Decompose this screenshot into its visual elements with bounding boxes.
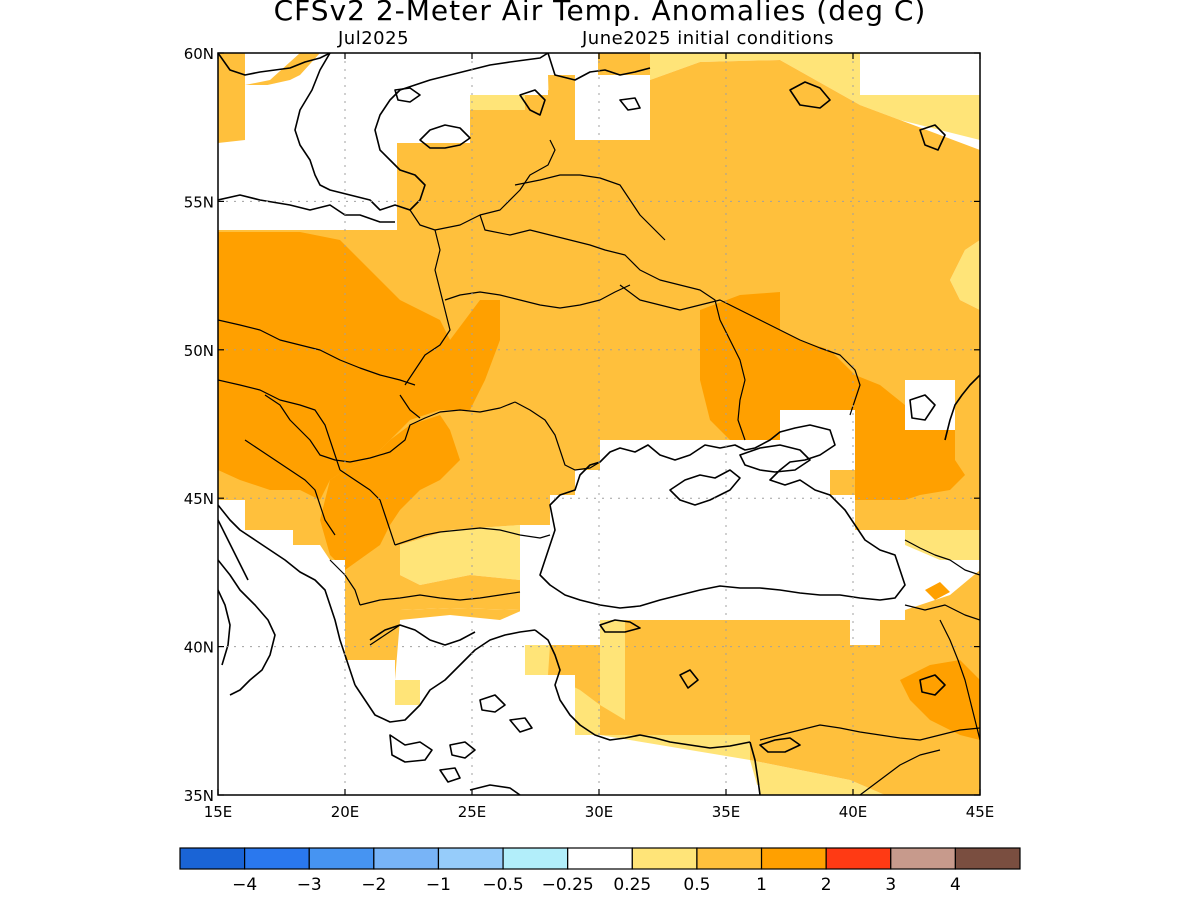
legend-swatch [244,847,310,870]
lat-tick-label: 50N [184,342,214,360]
color-legend: −4 −3 −2 −1 −0.5 −0.25 0.25 0.5 1 2 3 4 [179,847,1021,895]
lon-tick-label: 15E [204,803,233,821]
legend-label: 0.25 [613,875,651,895]
anomaly-region-mid-top [218,53,320,143]
lat-tick-label: 55N [184,193,214,211]
chart-title: CFSv2 2-Meter Air Temp. Anomalies (deg C… [273,0,927,27]
legend-swatch [373,847,440,870]
legend-label: −0.25 [542,875,594,895]
legend-label: 2 [821,875,832,895]
legend-label: −1 [426,875,451,895]
legend-swatch [954,847,1021,870]
legend-swatch [437,847,504,870]
lon-tick-label: 20E [331,803,360,821]
lon-tick-label: 40E [839,803,868,821]
lon-tick-label: 30E [585,803,614,821]
legend-label: −0.5 [482,875,523,895]
lat-tick-label: 45N [184,490,214,508]
borders [218,139,980,795]
legend-label: −3 [297,875,322,895]
lon-axis: 15E 20E 25E 30E 35E 40E 45E [204,53,995,821]
legend-swatch [760,847,827,870]
subtitle-init: June2025 initial conditions [582,28,835,49]
legend-swatch [696,847,763,870]
anomaly-region-high-balkan [320,415,460,570]
anomaly-region-light-east [650,53,980,140]
lat-tick-label: 60N [184,45,214,63]
lat-axis: 60N 55N 50N 45N 40N 35N [184,45,980,805]
legend-swatch [308,847,375,870]
lat-tick-label: 35N [184,787,214,805]
legend-label: 4 [950,875,961,895]
anomaly-region-high-se2 [925,582,950,600]
anomaly-region-light-south [600,735,885,795]
anomaly-region-mid-anatolia2 [548,645,625,735]
legend-swatch [825,847,892,870]
legend-label: −4 [232,875,257,895]
legend-swatch [502,847,569,870]
lat-tick-label: 40N [184,639,214,657]
coastlines [218,53,980,795]
legend-label: 3 [885,875,896,895]
anomaly-region-light-balkan [400,525,520,585]
legend-label: 0.5 [683,875,710,895]
anomaly-region-light-greece [395,680,420,705]
subtitle-month: Jul2025 [338,28,410,49]
anomaly-region-light-e2 [950,240,980,310]
legend-label: 1 [756,875,767,895]
no-data-masks [218,53,980,795]
legend-label: −2 [361,875,386,895]
legend-swatch [631,847,698,870]
lon-tick-label: 25E [458,803,487,821]
anomaly-region-high-central [218,232,500,500]
legend-swatch [567,847,633,870]
legend-swatch [890,847,956,870]
anomaly-region-high-east [700,292,965,500]
lon-tick-label: 45E [966,803,995,821]
lon-tick-label: 35E [712,803,741,821]
anomaly-region-mid-anatolia [600,570,980,795]
legend-swatch [179,847,246,870]
